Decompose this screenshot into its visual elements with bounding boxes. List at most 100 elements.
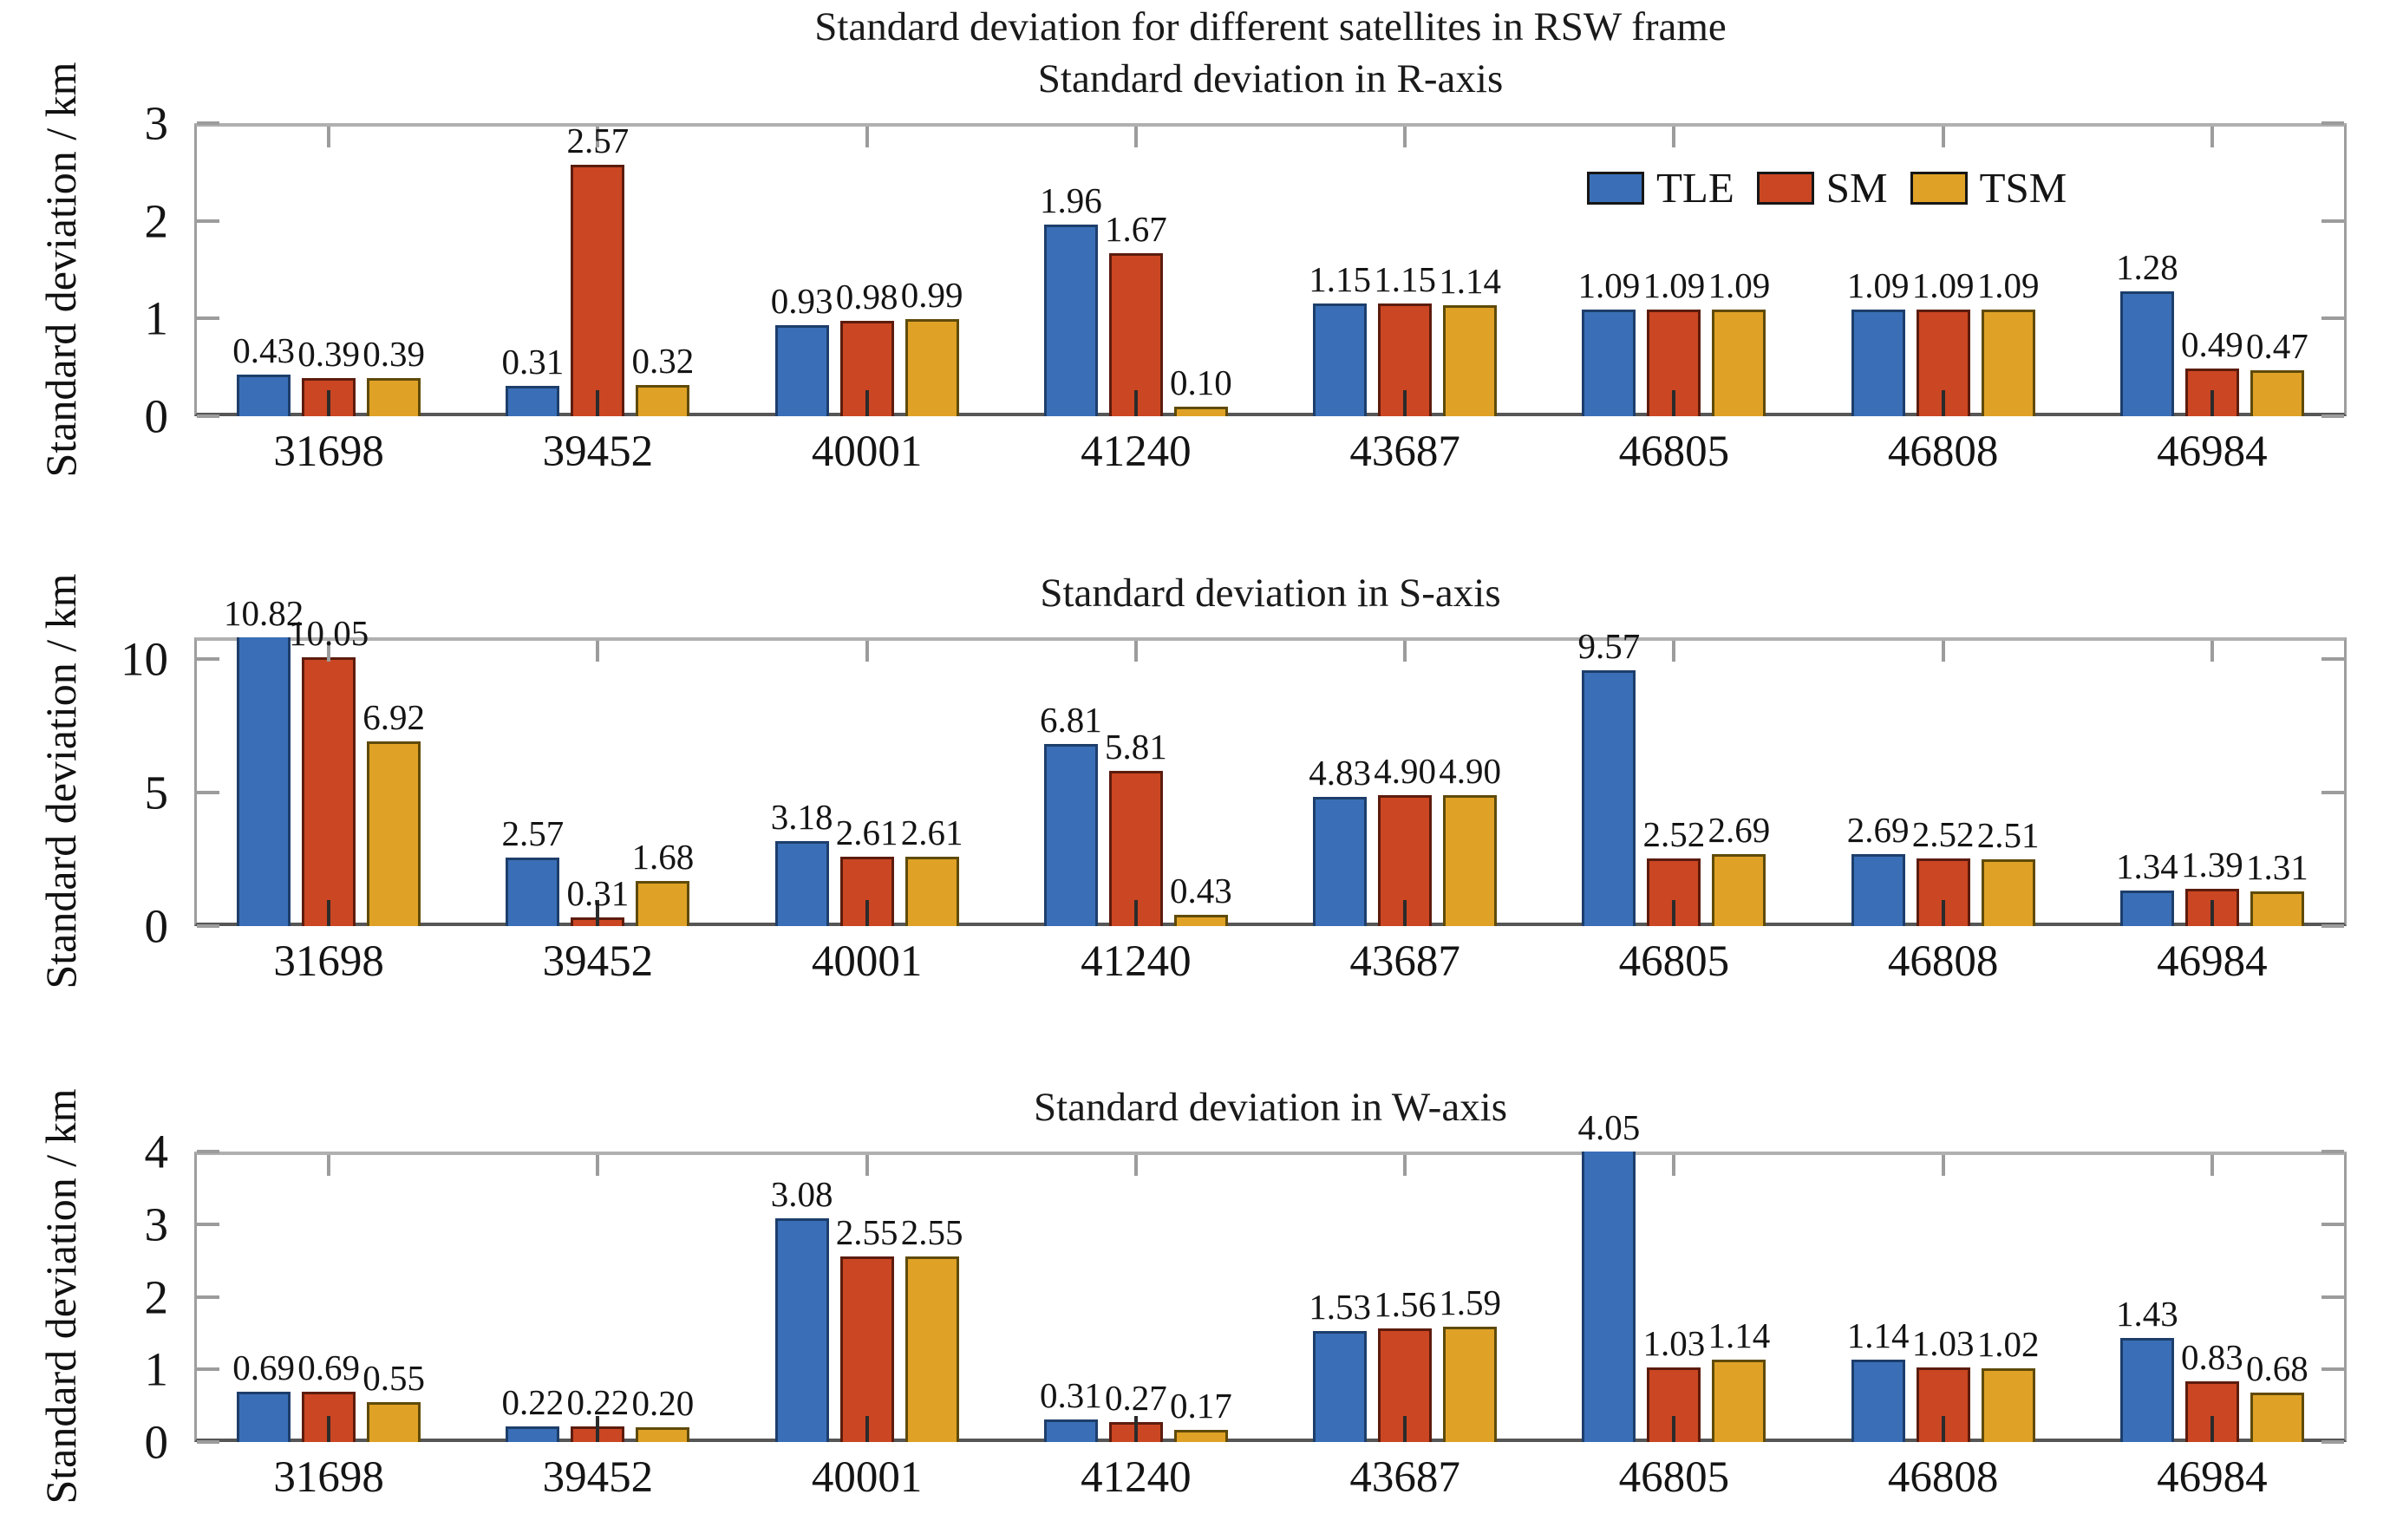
y-tick-right bbox=[2321, 1150, 2344, 1153]
bar-tsm-39452 bbox=[636, 1427, 690, 1442]
y-tick-label: 10 bbox=[121, 632, 168, 686]
bar-value-label: 1.56 bbox=[1374, 1284, 1436, 1325]
y-tick-right bbox=[2321, 1222, 2344, 1226]
bar-value-label: 0.31 bbox=[1040, 1375, 1102, 1416]
x-tick-top bbox=[327, 1155, 331, 1176]
bar-value-label: 2.61 bbox=[835, 812, 898, 852]
bar-value-label: 0.22 bbox=[501, 1381, 565, 1422]
bar-value-label: 1.03 bbox=[1642, 1322, 1706, 1363]
bar-value-label: 0.31 bbox=[566, 873, 630, 914]
tsm-color-swatch bbox=[1910, 171, 1968, 205]
bar-value-label: 1.09 bbox=[1846, 265, 1910, 306]
bar-tle-31698 bbox=[237, 637, 291, 926]
bar-tle-39452 bbox=[506, 386, 560, 416]
x-tick-label: 31698 bbox=[273, 427, 384, 476]
x-tick-label: 46984 bbox=[2157, 427, 2268, 476]
bar-tsm-46805 bbox=[1712, 854, 1766, 926]
bar-tle-41240 bbox=[1043, 744, 1098, 926]
bar-value-label: 2.61 bbox=[900, 812, 963, 852]
x-tick-bottom bbox=[1672, 900, 1676, 926]
x-tick-label: 39452 bbox=[542, 427, 654, 476]
y-tick-right bbox=[2321, 1367, 2344, 1372]
x-tick-bottom bbox=[1672, 390, 1676, 416]
bar-tsm-41240 bbox=[1173, 406, 1228, 416]
bar-tsm-46808 bbox=[1981, 1367, 2035, 1442]
x-tick-label: 39452 bbox=[542, 1453, 654, 1502]
y-tick-label: 0 bbox=[144, 899, 169, 953]
y-tick-label: 1 bbox=[144, 291, 169, 345]
y-tick-right bbox=[2321, 219, 2344, 223]
bar-value-label: 2.55 bbox=[900, 1212, 963, 1253]
x-tick-label: 40001 bbox=[811, 937, 923, 986]
bar-value-label: 0.93 bbox=[770, 281, 833, 322]
x-tick-top bbox=[1672, 641, 1676, 662]
y-tick-label: 3 bbox=[144, 1197, 169, 1251]
y-tick-left bbox=[197, 121, 219, 125]
bar-value-label: 1.14 bbox=[1439, 260, 1501, 301]
y-tick-right bbox=[2321, 656, 2344, 661]
bar-tle-46808 bbox=[1851, 310, 1905, 416]
y-tick-left bbox=[197, 219, 219, 223]
sm-color-swatch bbox=[1756, 171, 1814, 205]
y-tick-label: 5 bbox=[144, 766, 169, 819]
x-tick-bottom bbox=[2210, 900, 2214, 926]
bar-value-label: 6.81 bbox=[1040, 700, 1102, 741]
x-tick-top bbox=[327, 127, 331, 147]
bar-tsm-31698 bbox=[367, 378, 421, 416]
y-tick-left bbox=[197, 1440, 219, 1444]
bar-tle-46984 bbox=[2119, 890, 2174, 926]
bar-value-label: 5.81 bbox=[1105, 726, 1167, 767]
bar-value-label: 1.68 bbox=[631, 837, 695, 878]
bar-tsm-46984 bbox=[2250, 1393, 2304, 1442]
x-tick-bottom bbox=[865, 390, 869, 416]
x-tick-top bbox=[1672, 127, 1676, 147]
x-tick-bottom bbox=[1403, 900, 1407, 926]
x-tick-top bbox=[1941, 641, 1945, 662]
bar-value-label: 0.27 bbox=[1105, 1378, 1167, 1419]
x-tick-top bbox=[2210, 127, 2214, 147]
bar-tsm-46808 bbox=[1981, 310, 2035, 416]
bar-tle-31698 bbox=[237, 1392, 291, 1442]
x-tick-bottom bbox=[1941, 1416, 1945, 1442]
x-tick-bottom bbox=[596, 1416, 600, 1442]
x-tick-bottom bbox=[2210, 390, 2214, 416]
bar-value-label: 4.90 bbox=[1439, 750, 1501, 791]
y-tick-right bbox=[2321, 1295, 2344, 1299]
x-tick-top bbox=[596, 127, 600, 147]
bar-value-label: 1.15 bbox=[1309, 259, 1371, 300]
bar-tsm-31698 bbox=[367, 741, 421, 926]
x-tick-top bbox=[1403, 641, 1407, 662]
bar-value-label: 1.09 bbox=[1708, 265, 1771, 306]
bar-value-label: 0.55 bbox=[362, 1357, 425, 1398]
plot-frame bbox=[194, 637, 2347, 926]
bar-tsm-43687 bbox=[1443, 1326, 1498, 1442]
y-tick-right bbox=[2321, 790, 2344, 794]
x-tick-bottom bbox=[327, 1416, 331, 1442]
bar-tsm-39452 bbox=[636, 881, 690, 926]
bar-sm-41240 bbox=[1108, 252, 1163, 416]
bar-value-label: 1.02 bbox=[1976, 1323, 2040, 1364]
x-tick-top bbox=[2210, 641, 2214, 662]
bar-tle-46984 bbox=[2119, 290, 2174, 416]
bar-value-label: 3.08 bbox=[770, 1174, 833, 1215]
bar-value-label: 0.69 bbox=[297, 1348, 360, 1388]
y-tick-right bbox=[2321, 1440, 2344, 1444]
subplot-title-w-axis: Standard deviation in W-axis bbox=[1033, 1085, 1508, 1130]
x-tick-bottom bbox=[865, 1416, 869, 1442]
bar-sm-40001 bbox=[839, 1256, 894, 1442]
legend-entry-sm: SM bbox=[1756, 163, 1888, 212]
x-tick-label: 43687 bbox=[1349, 1453, 1460, 1502]
x-tick-bottom bbox=[1133, 390, 1138, 416]
bar-value-label: 2.69 bbox=[1846, 810, 1910, 851]
bar-value-label: 3.18 bbox=[770, 796, 833, 837]
x-tick-top bbox=[865, 127, 869, 147]
legend-label-sm: SM bbox=[1825, 164, 1888, 212]
x-tick-top bbox=[596, 641, 600, 662]
y-tick-label: 3 bbox=[144, 96, 169, 150]
bar-value-label: 0.47 bbox=[2246, 326, 2308, 367]
bar-tsm-40001 bbox=[904, 856, 959, 926]
x-tick-label: 46808 bbox=[1887, 937, 1999, 986]
bar-value-label: 4.83 bbox=[1309, 753, 1371, 793]
bar-value-label: 4.90 bbox=[1374, 750, 1436, 791]
